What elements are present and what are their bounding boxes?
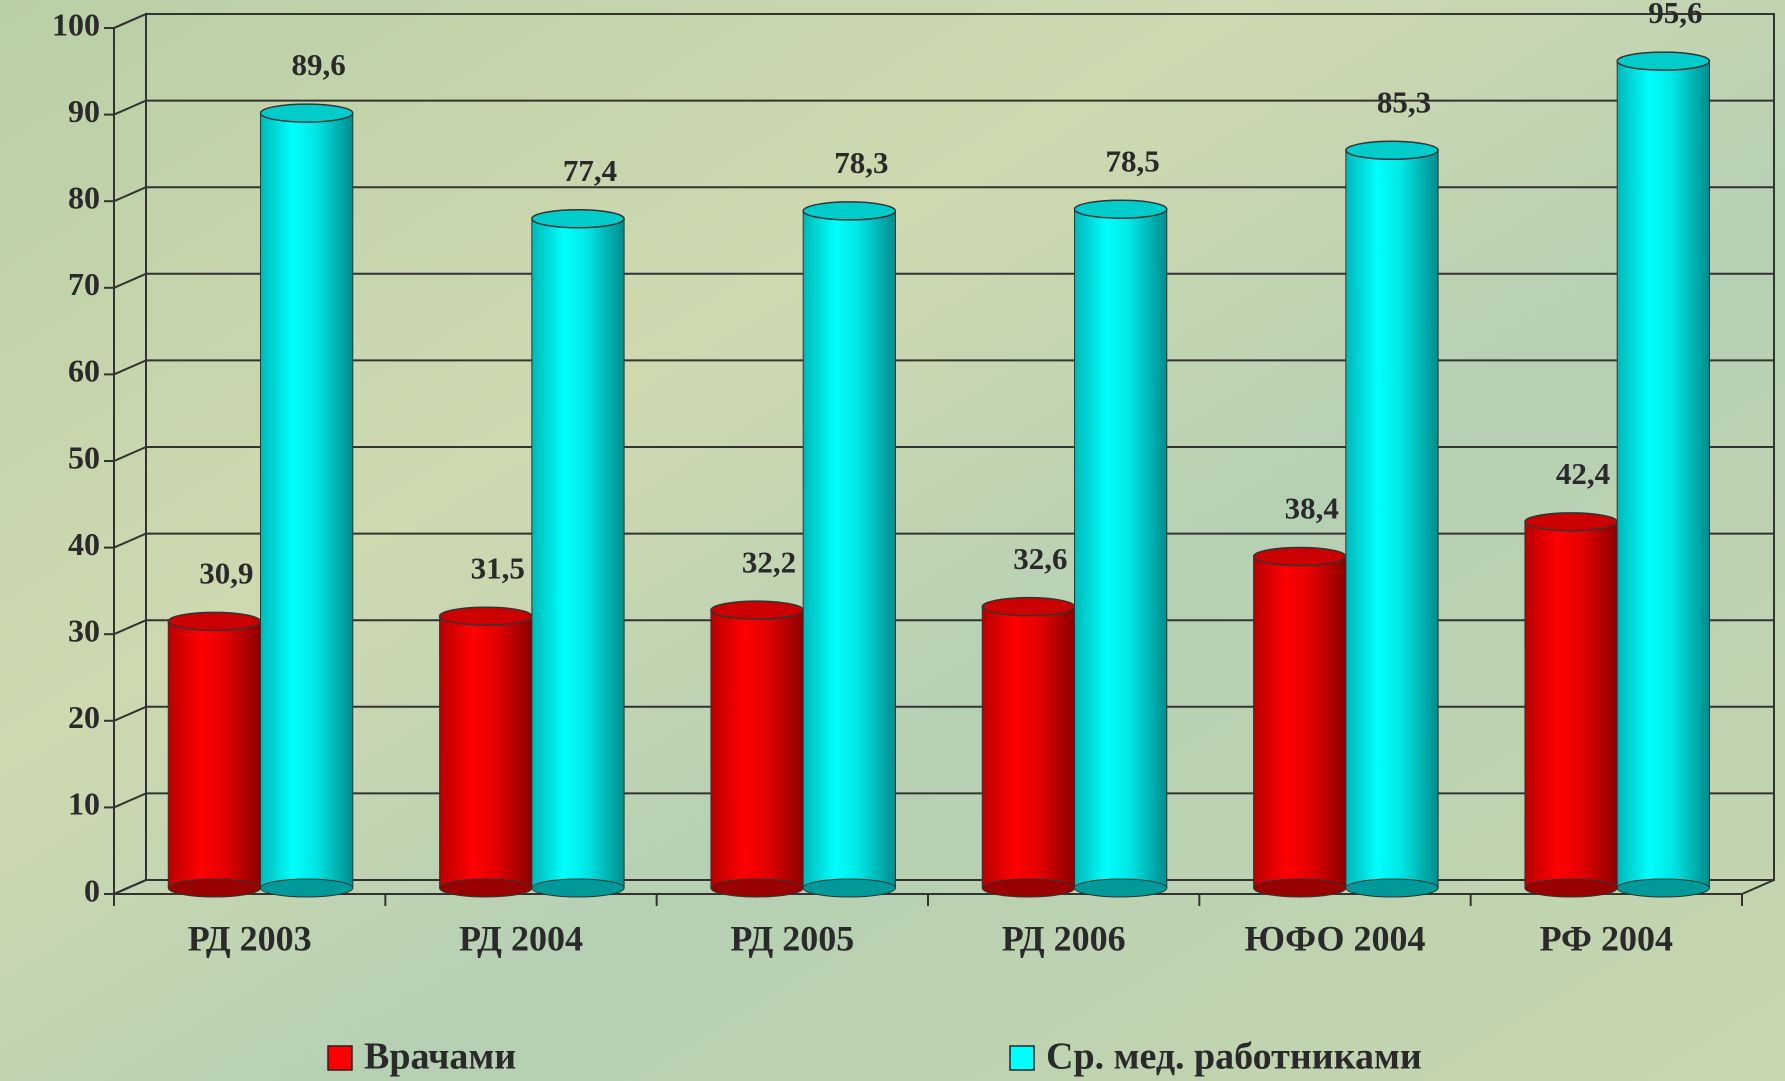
bar xyxy=(710,609,804,889)
grid-line xyxy=(113,792,147,809)
bar-cap xyxy=(167,611,262,632)
bar-base xyxy=(1345,878,1439,898)
bar xyxy=(260,112,354,889)
bar-base xyxy=(439,878,533,898)
value-label: 78,5 xyxy=(1106,143,1160,178)
y-tick-label: 80 xyxy=(68,180,100,216)
bar xyxy=(1253,555,1347,889)
value-label: 30,9 xyxy=(199,556,253,591)
bar xyxy=(1616,60,1710,889)
grid-line xyxy=(113,619,147,636)
grid-line xyxy=(113,532,147,549)
bar xyxy=(1524,521,1618,889)
value-label: 31,5 xyxy=(471,550,525,585)
grid-line xyxy=(113,13,147,29)
y-tick-label: 20 xyxy=(68,699,100,735)
x-tick-label: РД 2003 xyxy=(188,918,312,958)
bar-base xyxy=(1074,878,1168,898)
bar-base xyxy=(802,878,896,898)
bar-cap xyxy=(981,596,1076,617)
bar-base xyxy=(1524,878,1618,898)
y-tick-label: 90 xyxy=(68,93,100,129)
bar xyxy=(531,218,625,889)
bar-base xyxy=(710,878,804,898)
x-tick-label: ЮФО 2004 xyxy=(1245,918,1426,958)
value-label: 95,6 xyxy=(1648,0,1702,30)
value-label: 32,6 xyxy=(1013,541,1067,576)
bar-cap xyxy=(710,600,804,620)
bar xyxy=(439,615,533,889)
value-label: 89,6 xyxy=(292,47,346,82)
grid-line xyxy=(113,272,147,289)
grid-line xyxy=(113,186,147,203)
legend-swatch xyxy=(1009,1045,1035,1071)
bar-base xyxy=(1253,878,1347,898)
y-tick-label: 10 xyxy=(68,786,100,822)
x-tick-label: РД 2005 xyxy=(730,918,854,958)
bar-cap xyxy=(802,201,897,221)
bar xyxy=(1345,149,1439,889)
bar-cap xyxy=(1616,51,1711,71)
bar-cap xyxy=(1252,546,1347,567)
bar-base xyxy=(981,878,1076,898)
x-tick-label: РД 2006 xyxy=(1002,918,1126,958)
bar xyxy=(1074,208,1168,889)
y-tick-label: 0 xyxy=(84,872,100,908)
value-label: 32,2 xyxy=(742,544,796,579)
bar-cap xyxy=(531,208,625,229)
value-label: 42,4 xyxy=(1556,456,1610,491)
value-label: 77,4 xyxy=(563,153,617,188)
y-tick-label: 100 xyxy=(52,6,100,42)
y-tick-label: 50 xyxy=(68,439,100,475)
x-tick-label: РФ 2004 xyxy=(1540,918,1673,958)
grid-line xyxy=(113,879,147,895)
y-tick-label: 40 xyxy=(68,526,100,562)
bar-cap xyxy=(259,103,354,123)
y-tick-label: 60 xyxy=(68,353,100,389)
y-tick-label: 70 xyxy=(68,266,100,302)
bar-base xyxy=(167,878,262,898)
bar-cap xyxy=(1073,199,1168,219)
grid-line xyxy=(113,446,147,462)
legend-label: Врачами xyxy=(364,1036,516,1078)
value-label: 38,4 xyxy=(1285,491,1339,526)
bar xyxy=(802,210,896,889)
bar-cap xyxy=(1524,512,1618,532)
bar-cap xyxy=(1345,140,1439,161)
bar-cap xyxy=(438,606,533,626)
bar xyxy=(167,620,262,889)
bar-base xyxy=(531,878,625,898)
legend-label: Ср. мед. работниками xyxy=(1046,1036,1422,1078)
value-label: 85,3 xyxy=(1377,84,1431,119)
grid-line xyxy=(113,99,147,116)
bar-base xyxy=(260,878,354,898)
y-tick-label: 30 xyxy=(68,613,100,649)
bar-base xyxy=(1616,878,1710,898)
legend-swatch xyxy=(327,1045,353,1071)
bar xyxy=(981,606,1076,889)
value-label: 78,3 xyxy=(834,145,888,180)
grid-line xyxy=(113,359,147,376)
x-tick-label: РД 2004 xyxy=(459,918,583,958)
grid-line xyxy=(113,705,147,722)
